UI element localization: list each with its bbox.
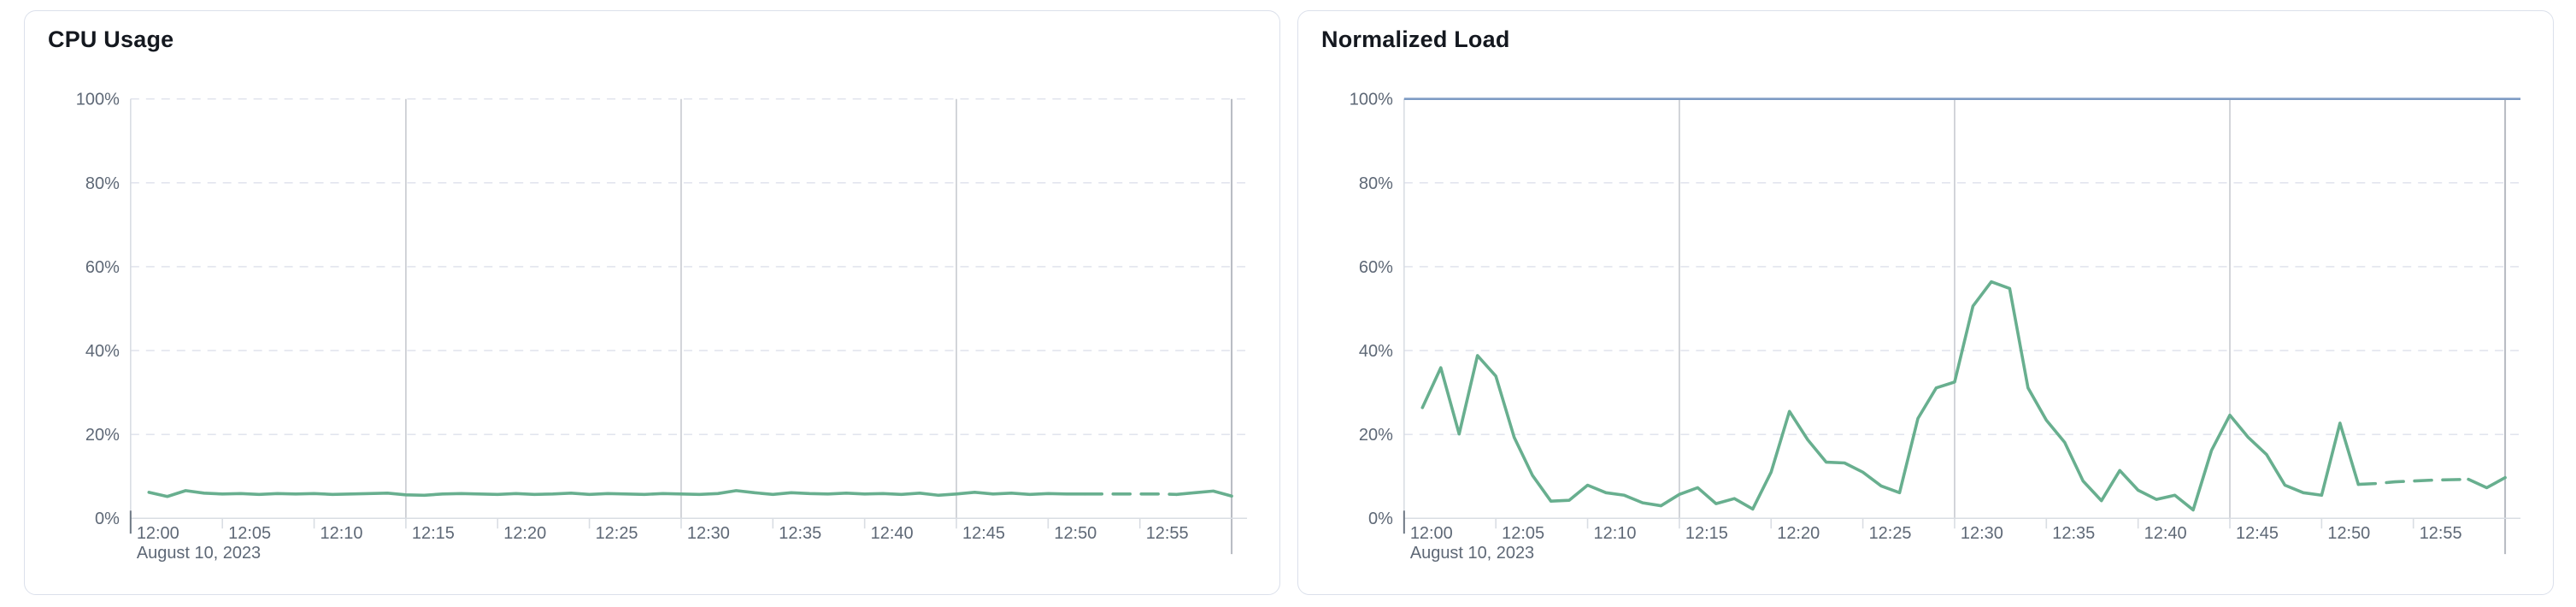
x-axis-label: 12:50 (1054, 524, 1097, 543)
cpu-usage-chart[interactable]: 12:00 12:05 12:10 12:15 12:20 12:25 12:30 12:35… (25, 11, 1279, 594)
x-axis-label: 12:05 (1502, 524, 1544, 543)
x-axis-label: 12:35 (2052, 524, 2095, 543)
series-line-dashed (2356, 477, 2470, 486)
y-axis-label: 20% (85, 426, 120, 445)
y-axis-label: 40% (1359, 342, 1393, 361)
x-axis-label: 12:30 (1961, 524, 2003, 543)
x-axis-label: 12:20 (503, 524, 546, 543)
x-axis-label: 12:55 (1146, 524, 1189, 543)
x-axis-label: 12:35 (779, 524, 821, 543)
x-axis-label: 12:15 (1685, 524, 1728, 543)
cpu-usage-panel: CPU Usage 12:00 12:05 12:10 12:15 12:20 12:25… (24, 10, 1280, 595)
x-axis-label: 12:40 (2144, 524, 2187, 543)
y-axis-label: 20% (1359, 426, 1393, 445)
y-axis-label: 60% (1359, 258, 1393, 277)
x-axis-label: 12:25 (1869, 524, 1912, 543)
normalized-load-panel: Normalized Load 12:00 12:05 12:10 12:15 12:2… (1297, 10, 2554, 595)
x-axis-label: 12:25 (596, 524, 638, 543)
x-axis-label: 12:45 (2236, 524, 2279, 543)
x-axis-label: 12:00 (137, 524, 179, 543)
y-axis-label: 100% (1350, 91, 1393, 109)
x-axis-label: 12:15 (412, 524, 455, 543)
y-axis-label: 0% (1368, 510, 1393, 528)
x-axis-label: 12:30 (687, 524, 730, 543)
series-line-solid (147, 489, 1087, 498)
x-axis-label: 12:40 (871, 524, 914, 543)
x-axis-date-label: August 10, 2023 (137, 544, 261, 563)
y-axis-label: 60% (85, 258, 120, 277)
y-axis-label: 0% (95, 510, 120, 528)
y-axis-label: 80% (1359, 174, 1393, 193)
x-axis-date-label: August 10, 2023 (1410, 544, 1534, 563)
x-axis-label: 12:00 (1410, 524, 1453, 543)
normalized-load-chart[interactable]: 12:00 12:05 12:10 12:15 12:20 12:25 12:30 12:35… (1298, 11, 2553, 594)
panel-title-normalized-load: Normalized Load (1321, 27, 1510, 52)
x-axis-label: 12:05 (228, 524, 271, 543)
y-axis-label: 40% (85, 342, 120, 361)
x-axis-label: 12:45 (962, 524, 1005, 543)
series-line-solid-tail (2467, 475, 2507, 490)
y-axis-label: 100% (76, 91, 120, 109)
y-axis-label: 80% (85, 174, 120, 193)
panel-title-cpu-usage: CPU Usage (48, 27, 174, 52)
series-line-solid-tail (1174, 489, 1233, 498)
x-axis-label: 12:55 (2420, 524, 2462, 543)
x-axis-label: 12:20 (1777, 524, 1820, 543)
x-axis-label: 12:50 (2327, 524, 2370, 543)
x-axis-label: 12:10 (321, 524, 363, 543)
x-axis-label: 12:10 (1594, 524, 1637, 543)
series-line-solid (1420, 280, 2361, 512)
